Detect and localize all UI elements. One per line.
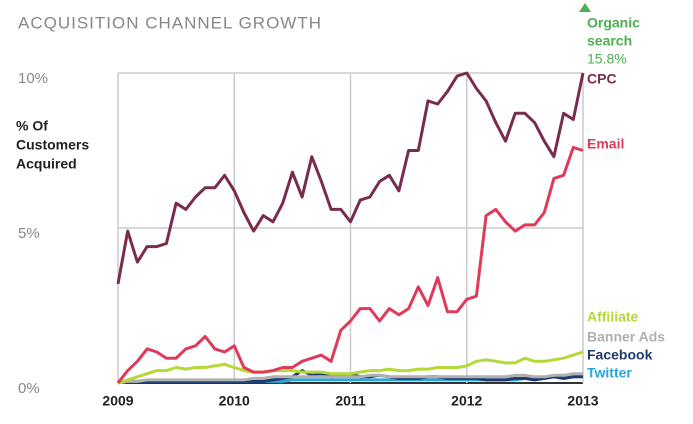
- y-axis-label: Customers: [16, 137, 89, 153]
- y-axis-label: Acquired: [16, 156, 77, 172]
- x-tick-label: 2012: [451, 393, 482, 409]
- x-tick-label: 2009: [102, 393, 133, 409]
- y-tick-label: 5%: [18, 225, 40, 242]
- x-tick-label: 2010: [219, 393, 250, 409]
- y-tick-label: 0%: [18, 380, 40, 397]
- annotation-label: search: [587, 33, 632, 49]
- legend-label: Affiliate: [587, 309, 639, 325]
- x-tick-label: 2011: [335, 393, 366, 409]
- y-axis-label: % Of: [16, 118, 48, 134]
- line-series: [117, 372, 583, 385]
- annotation-value: 15.8%: [587, 51, 627, 67]
- line-series: [117, 350, 584, 385]
- legend-label: Facebook: [587, 347, 653, 363]
- legend-label: Banner Ads: [587, 329, 665, 345]
- annotation-label: Organic: [587, 15, 640, 31]
- y-tick-label: 10%: [18, 70, 48, 87]
- line-series: [116, 145, 584, 384]
- annotation-arrow: [579, 3, 591, 12]
- chart-title: ACQUISITION CHANNEL GROWTH: [18, 13, 322, 32]
- legend-label: Email: [587, 136, 624, 152]
- line-series: [116, 71, 585, 285]
- legend-label: Twitter: [587, 365, 632, 381]
- legend-label: CPC: [587, 71, 617, 87]
- x-tick-label: 2013: [567, 393, 598, 409]
